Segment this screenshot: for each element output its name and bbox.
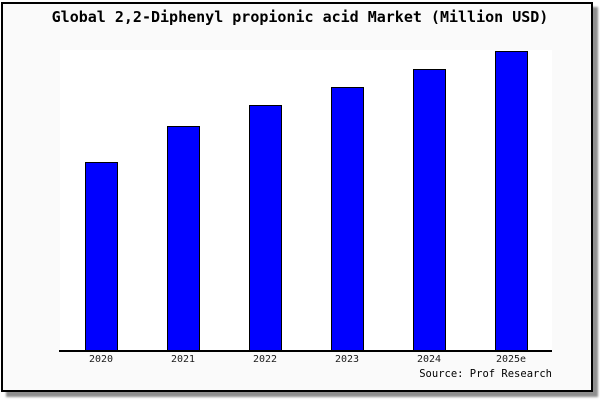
x-tick-label-2021: 2021 bbox=[170, 354, 196, 365]
source-credit: Source: Prof Research bbox=[419, 368, 552, 380]
bar-2022 bbox=[249, 105, 282, 350]
x-tick-label-2022: 2022 bbox=[252, 354, 278, 365]
bar-2020 bbox=[85, 162, 118, 350]
bar-2025e bbox=[495, 51, 528, 350]
x-tick-label-2025e: 2025e bbox=[495, 354, 527, 365]
x-tick-label-2023: 2023 bbox=[334, 354, 360, 365]
bar-2021 bbox=[167, 126, 200, 350]
chart-title: Global 2,2-Diphenyl propionic acid Marke… bbox=[51, 8, 549, 26]
bar-2023 bbox=[331, 87, 364, 350]
bar-2024 bbox=[413, 69, 446, 350]
x-tick-label-2020: 2020 bbox=[88, 354, 114, 365]
plot-area bbox=[60, 50, 552, 350]
x-axis-line bbox=[59, 350, 552, 352]
x-tick-label-2024: 2024 bbox=[416, 354, 442, 365]
